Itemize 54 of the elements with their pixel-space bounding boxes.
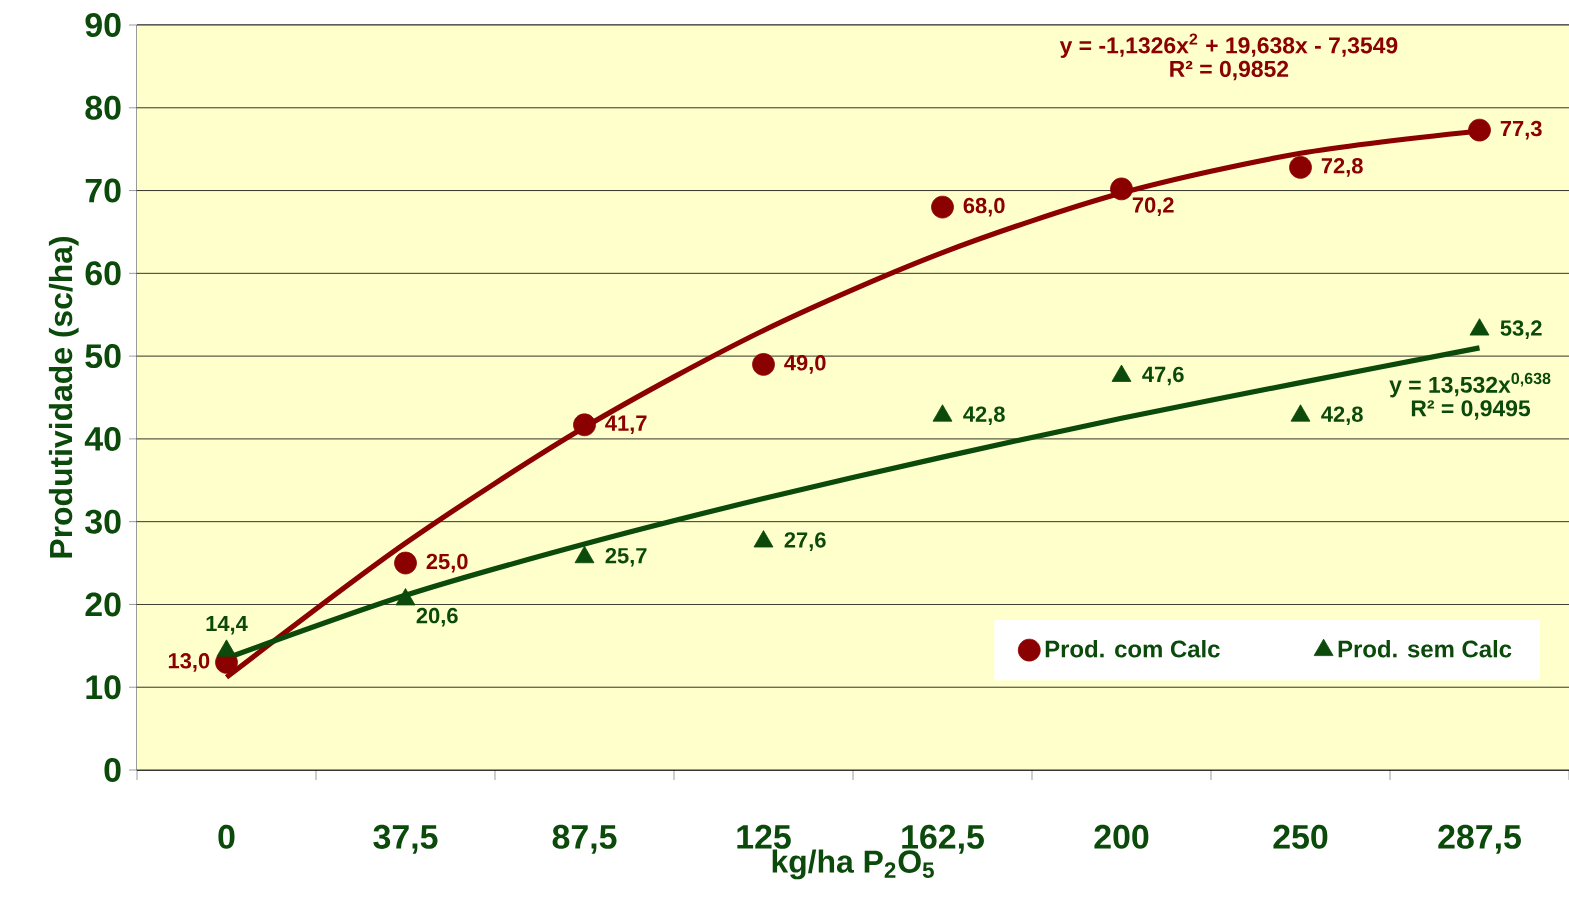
annotation: R² = 0,9495	[1411, 400, 1531, 420]
data-label: 27,6	[784, 532, 826, 551]
x-tick-label: 0	[218, 824, 235, 849]
legend-label: Prod. com Calc	[1045, 639, 1220, 658]
annotation: R² = 0,9852	[1170, 60, 1289, 81]
point	[574, 545, 595, 564]
data-label: 49,0	[784, 355, 826, 374]
data-label: 13,0	[168, 653, 210, 672]
y-tick-label: 40	[84, 426, 121, 451]
point	[1469, 318, 1490, 336]
point	[1111, 364, 1132, 382]
x-tick-label: 87,5	[552, 824, 617, 854]
data-label: 20,6	[416, 607, 458, 627]
y-axis-title: Produtividade (sc/ha)	[48, 237, 79, 558]
point	[216, 639, 237, 657]
x-tick-label: 250	[1273, 824, 1328, 849]
point	[395, 588, 416, 606]
data-label: 68,0	[963, 197, 1005, 217]
data-label: 41,7	[605, 415, 647, 435]
data-label: 47,6	[1142, 366, 1184, 386]
y-tick-label: 60	[85, 261, 121, 286]
data-label: 25,7	[605, 547, 647, 567]
data-label: 25,0	[426, 553, 468, 573]
point	[753, 530, 774, 548]
data-label: 72,8	[1321, 158, 1363, 177]
x-tick-label: 287,5	[1438, 824, 1521, 854]
data-label: 77,3	[1500, 120, 1542, 140]
x-tick-label: 125	[737, 824, 791, 849]
point	[1290, 404, 1311, 422]
point	[931, 195, 954, 219]
point	[1110, 177, 1133, 201]
y-tick-label: 80	[85, 95, 121, 120]
data-label: 42,8	[1321, 406, 1363, 426]
point	[1468, 118, 1491, 142]
x-tick-label: 37,5	[373, 824, 438, 854]
data-label: 42,8	[963, 406, 1005, 426]
y-tick-label: 0	[104, 758, 121, 782]
annotation: y = -1,1326x$^{2}$ + 19,638x - 7,3549	[1059, 33, 1398, 58]
data-label: 53,2	[1500, 320, 1542, 339]
data-label: 70,2	[1132, 197, 1174, 216]
point	[1289, 156, 1312, 179]
y-tick-label: 20	[85, 592, 121, 617]
y-tick-label: 50	[85, 344, 121, 369]
y-tick-label: 70	[85, 178, 121, 203]
y-tick-label: 10	[86, 675, 121, 700]
point	[752, 353, 775, 376]
legend-label: Prod. sem Calc	[1338, 639, 1512, 658]
point	[573, 413, 596, 437]
point	[932, 404, 953, 422]
y-tick-label: 90	[85, 13, 121, 37]
x-tick-label: 200	[1094, 824, 1149, 849]
y-tick-label: 30	[85, 509, 121, 534]
data-label: 14,4	[206, 616, 248, 635]
annotation: y = 13,532x$^{0,638}$	[1389, 372, 1551, 398]
